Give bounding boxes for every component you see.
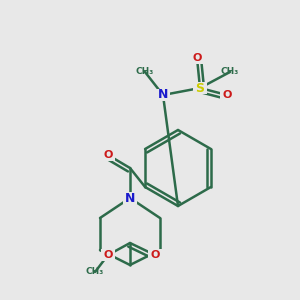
FancyBboxPatch shape: [193, 82, 207, 94]
Text: O: O: [103, 150, 113, 160]
FancyBboxPatch shape: [123, 192, 137, 204]
Text: CH₃: CH₃: [221, 68, 239, 76]
FancyBboxPatch shape: [101, 149, 115, 161]
Text: CH₃: CH₃: [86, 268, 104, 277]
Text: N: N: [125, 191, 135, 205]
FancyBboxPatch shape: [220, 89, 234, 101]
FancyBboxPatch shape: [148, 249, 162, 261]
Text: O: O: [192, 53, 202, 63]
FancyBboxPatch shape: [101, 249, 115, 261]
Text: O: O: [222, 90, 232, 100]
FancyBboxPatch shape: [156, 89, 170, 101]
Text: O: O: [150, 250, 160, 260]
FancyBboxPatch shape: [190, 52, 204, 64]
Text: CH₃: CH₃: [136, 68, 154, 76]
Text: S: S: [196, 82, 205, 94]
Text: O: O: [103, 250, 113, 260]
Text: N: N: [158, 88, 168, 101]
